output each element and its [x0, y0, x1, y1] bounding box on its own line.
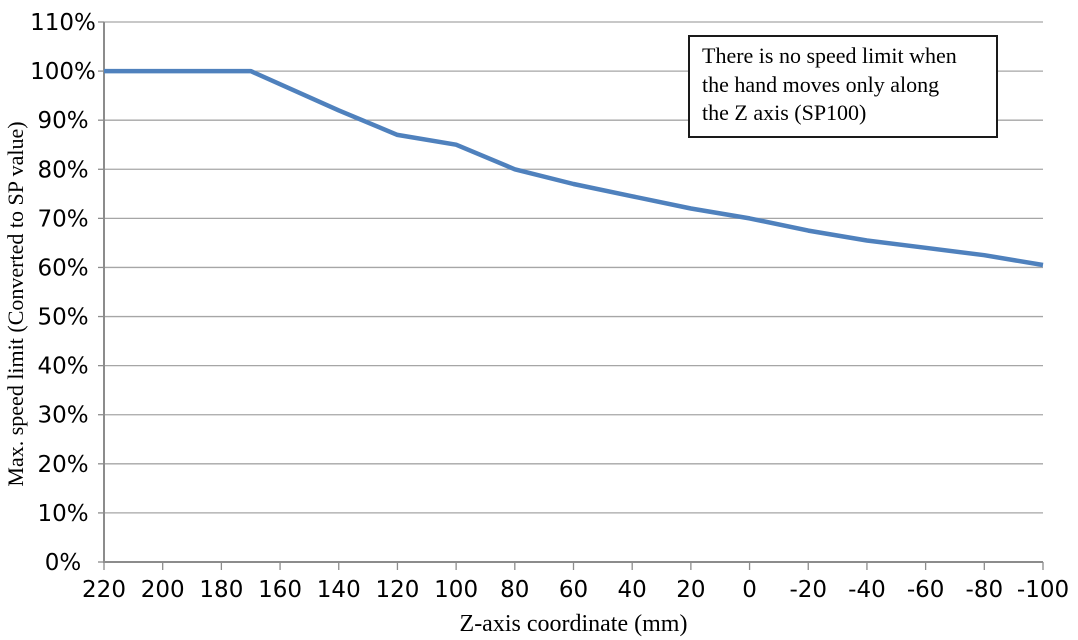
x-tick-label: 80: [500, 577, 529, 603]
x-tick-label: 160: [258, 577, 302, 603]
x-tick-label: 60: [559, 577, 588, 603]
x-tick-label: 100: [434, 577, 478, 603]
y-tick-label: 20%: [37, 452, 88, 478]
x-tick-label: -20: [789, 577, 827, 603]
annotation-text: There is no speed limit when the hand mo…: [702, 43, 957, 126]
y-tick-label: 30%: [37, 403, 88, 429]
y-tick-label: 70%: [37, 206, 88, 232]
x-tick-label: 140: [317, 577, 361, 603]
y-tick-label: 110%: [30, 10, 96, 36]
x-tick-label: 180: [199, 577, 243, 603]
x-tick-label: -100: [1017, 577, 1069, 603]
y-tick-label: 50%: [37, 305, 88, 331]
x-tick-label: 0: [742, 577, 757, 603]
y-tick-label: 100%: [30, 59, 96, 85]
x-tick-label: 220: [82, 577, 126, 603]
x-tick-label: 20: [676, 577, 705, 603]
y-tick-label: 80%: [37, 157, 88, 183]
x-tick-label: -40: [848, 577, 886, 603]
x-axis-title: Z-axis coordinate (mm): [459, 611, 688, 637]
x-tick-label: 200: [141, 577, 185, 603]
y-tick-label: 10%: [37, 501, 88, 527]
x-tick-label: 120: [375, 577, 419, 603]
series-line: [104, 68, 1044, 268]
x-tick-label: -80: [966, 577, 1004, 603]
x-tick-label: 40: [618, 577, 647, 603]
y-tick-label: 90%: [37, 108, 88, 134]
y-tick-label: 0%: [45, 550, 82, 576]
x-tick-label: -60: [907, 577, 945, 603]
y-tick-label: 60%: [37, 255, 88, 281]
y-axis-title: Max. speed limit (Converted to SP value): [3, 121, 28, 487]
annotation-box: There is no speed limit when the hand mo…: [688, 35, 998, 138]
y-tick-label: 40%: [37, 354, 88, 380]
